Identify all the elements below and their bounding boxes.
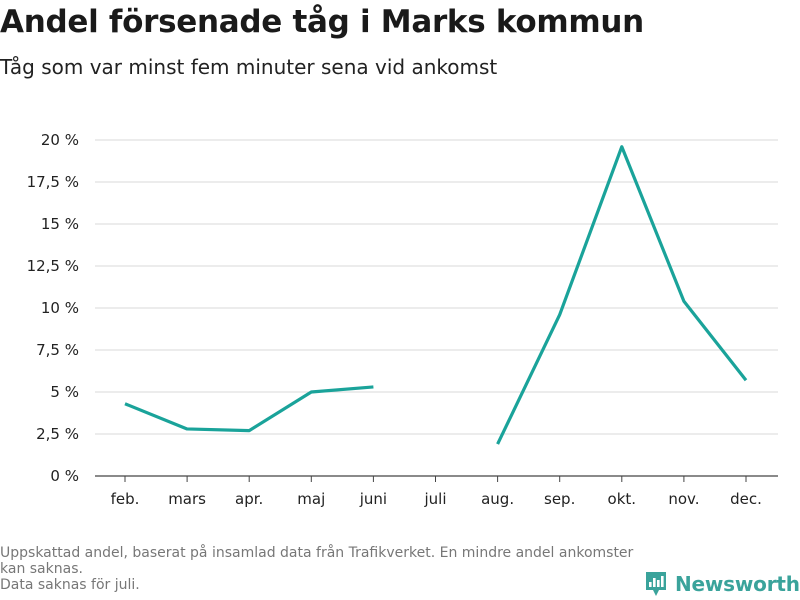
footnote-line: Uppskattad andel, baserat på insamlad da… bbox=[0, 545, 634, 577]
x-tick-label: feb. bbox=[111, 490, 140, 508]
gridlines bbox=[95, 139, 778, 477]
y-tick-label: 0 % bbox=[50, 467, 79, 485]
y-tick-label: 2,5 % bbox=[36, 425, 79, 443]
y-tick-label: 17,5 % bbox=[27, 173, 79, 191]
series-layer bbox=[124, 145, 748, 445]
newsworthy-logo-icon bbox=[646, 572, 666, 596]
y-tick-label: 20 % bbox=[41, 131, 79, 149]
x-axis: feb. mars apr. maj juni juli aug. sep. okt. nov. d… bbox=[111, 476, 762, 508]
y-tick-label: 7,5 % bbox=[36, 341, 79, 359]
x-tick-label: sep. bbox=[544, 490, 575, 508]
brand-name: Newsworthy bbox=[675, 572, 800, 596]
chart-title: Andel försenade tåg i Marks kommun bbox=[0, 4, 644, 40]
series-line bbox=[496, 145, 748, 445]
x-tick-label: dec. bbox=[730, 490, 762, 508]
x-tick-label: okt. bbox=[608, 490, 637, 508]
y-tick-label: 15 % bbox=[41, 215, 79, 233]
x-tick-label: maj bbox=[297, 490, 325, 508]
x-tick-label: juni bbox=[359, 490, 387, 508]
chart-subtitle: Tåg som var minst fem minuter sena vid a… bbox=[0, 55, 498, 79]
footnote: Uppskattad andel, baserat på insamlad da… bbox=[0, 545, 640, 593]
x-tick-label: apr. bbox=[235, 490, 263, 508]
brand: Newsworthy bbox=[645, 568, 800, 600]
x-tick-label: nov. bbox=[668, 490, 699, 508]
y-tick-label: 10 % bbox=[41, 299, 79, 317]
x-tick-label: juli bbox=[423, 490, 446, 508]
x-tick-label: mars bbox=[168, 490, 206, 508]
footnote-line: Data saknas för juli. bbox=[0, 577, 140, 593]
series-line bbox=[124, 385, 374, 433]
y-tick-label: 12,5 % bbox=[27, 257, 79, 275]
y-axis: 0 % 2,5 % 5 % 7,5 % 10 % 12,5 % 15 % 17,5 % 20 % bbox=[27, 131, 79, 485]
x-tick-label: aug. bbox=[481, 490, 514, 508]
y-tick-label: 5 % bbox=[50, 383, 79, 401]
